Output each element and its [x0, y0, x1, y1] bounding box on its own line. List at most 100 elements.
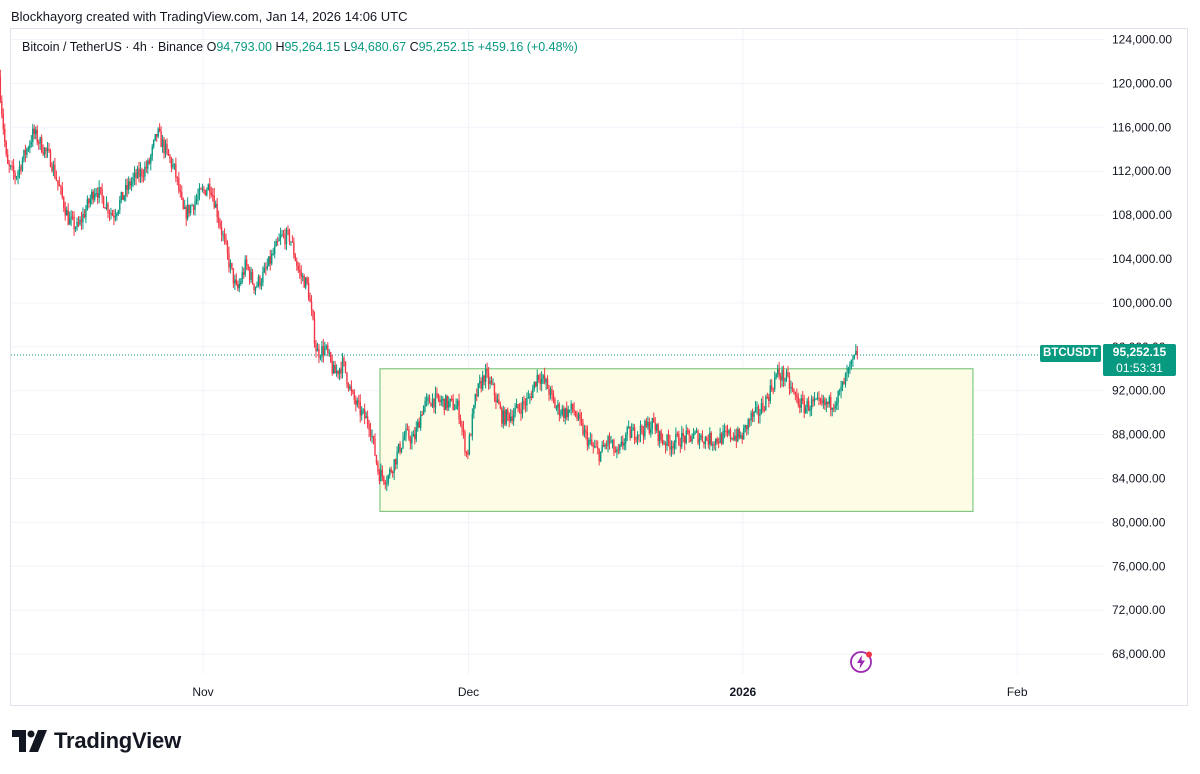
candle-body — [446, 395, 448, 408]
candle-body — [512, 414, 515, 422]
candle-body — [96, 193, 99, 198]
candle-body — [681, 433, 683, 447]
y-tick-label: 108,000.00 — [1112, 208, 1172, 222]
candle-body — [182, 198, 184, 209]
candle-body — [235, 279, 238, 285]
candle-body — [425, 398, 428, 401]
flash-icon[interactable] — [849, 650, 873, 674]
candle-body — [4, 128, 6, 143]
candle-body — [417, 421, 419, 428]
candle-body — [676, 433, 679, 435]
candle-body — [849, 363, 851, 368]
candle-body — [737, 429, 739, 442]
candle-body — [389, 469, 391, 476]
candle-body — [422, 405, 425, 415]
candle-body — [607, 436, 609, 446]
candle-body — [299, 269, 301, 272]
candle-body — [772, 389, 774, 391]
candle-body — [551, 389, 553, 394]
candle-body — [150, 155, 152, 164]
tradingview-logo[interactable]: TradingView — [12, 728, 181, 754]
candle-body — [700, 435, 702, 439]
candle-body — [102, 196, 105, 208]
candle-body — [217, 217, 220, 223]
chart-frame[interactable] — [10, 28, 1188, 706]
candle-body — [114, 216, 117, 218]
legend-open-label: O — [206, 40, 217, 54]
y-tick-label: 100,000.00 — [1112, 296, 1172, 310]
candle-body — [644, 420, 646, 437]
candle-body — [68, 218, 71, 225]
candle-body — [788, 376, 791, 389]
candle-body — [70, 216, 72, 219]
candle-body — [5, 142, 7, 155]
candle-body — [91, 191, 93, 199]
candle-body — [838, 390, 841, 392]
candle-body — [237, 284, 239, 289]
candle-body — [802, 398, 804, 402]
candle-body — [725, 430, 727, 432]
candle-body — [256, 284, 258, 288]
candle-body — [43, 148, 46, 155]
candle-body — [335, 370, 338, 374]
candle-body — [327, 345, 329, 353]
candle-body — [248, 269, 251, 280]
candle-body — [841, 381, 844, 387]
candle-body — [632, 427, 634, 431]
candle-body — [835, 402, 838, 406]
candle-body — [406, 428, 409, 430]
y-tick-label: 80,000.00 — [1112, 515, 1166, 529]
candle-body — [664, 443, 667, 447]
candle-body — [285, 229, 288, 245]
candle-body — [263, 267, 266, 273]
candle-body — [605, 444, 608, 446]
candle-body — [611, 440, 614, 443]
candle-body — [471, 413, 474, 436]
candle-body — [542, 375, 544, 379]
candle-body — [105, 203, 108, 209]
legend-high-value: 95,264.15 — [284, 40, 341, 54]
candle-body — [113, 215, 115, 218]
candle-body — [543, 375, 546, 383]
candle-body — [629, 427, 631, 438]
candle-body — [582, 422, 584, 435]
candle-body — [123, 195, 125, 200]
candle-body — [511, 416, 513, 422]
candle-body — [636, 434, 639, 440]
legend-change-value: +459.16 (+0.48%) — [477, 40, 578, 54]
candle-body — [775, 374, 777, 378]
candle-body — [195, 199, 198, 202]
candle-body — [679, 445, 682, 447]
candle-body — [453, 409, 456, 411]
candle-body — [71, 216, 74, 218]
candle-body — [200, 188, 202, 190]
candle-body — [452, 399, 454, 410]
candle-body — [192, 205, 195, 211]
candle-body — [651, 418, 653, 429]
candle-body — [776, 369, 779, 375]
y-tick-label: 68,000.00 — [1112, 647, 1166, 661]
candle-body — [116, 213, 118, 217]
candle-body — [67, 210, 69, 225]
candle-body — [39, 137, 41, 144]
candle-body — [414, 434, 416, 440]
candle-body — [288, 230, 291, 242]
candle-body — [15, 177, 18, 179]
candle-body — [350, 386, 353, 391]
candle-body — [212, 194, 214, 196]
candle-body — [257, 276, 260, 285]
candle-body — [483, 375, 485, 383]
candle-body — [487, 372, 490, 384]
candle-body — [313, 318, 316, 345]
candle-body — [561, 408, 564, 415]
candle-body — [633, 427, 636, 440]
legend-high-label: H — [275, 40, 285, 54]
y-tick-label: 124,000.00 — [1112, 33, 1172, 47]
candle-body — [740, 435, 742, 438]
candle-body — [361, 410, 363, 416]
candle-body — [226, 242, 229, 254]
candle-body — [613, 440, 615, 452]
candle-body — [558, 404, 561, 416]
candle-body — [110, 213, 112, 215]
